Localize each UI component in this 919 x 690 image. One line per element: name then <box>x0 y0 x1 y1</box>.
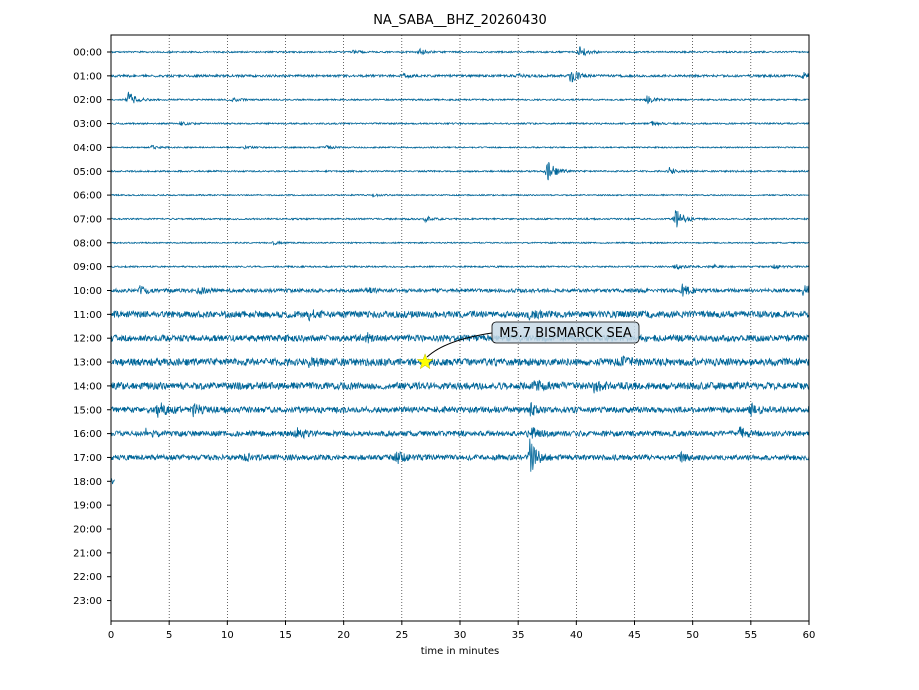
trace-0700 <box>110 210 810 228</box>
trace-1400 <box>110 379 810 394</box>
y-tick-label: 19:00 <box>73 501 102 512</box>
y-tick-label: 05:00 <box>73 167 102 178</box>
plot-area <box>111 35 809 621</box>
trace-0400 <box>110 144 810 150</box>
event-annotation: M5.7 BISMARCK SEA <box>416 321 640 370</box>
trace-1000 <box>110 283 810 297</box>
x-tick-label: 60 <box>803 630 816 641</box>
y-tick-label: 20:00 <box>73 525 102 536</box>
trace-0100 <box>110 71 810 83</box>
trace-1700 <box>110 438 810 472</box>
x-tick-label: 15 <box>279 630 292 641</box>
y-tick-label: 23:00 <box>73 596 102 607</box>
y-tick-label: 02:00 <box>73 95 102 106</box>
x-tick-label: 10 <box>221 630 234 641</box>
x-tick-label: 30 <box>454 630 467 641</box>
y-tick-label: 18:00 <box>73 477 102 488</box>
x-tick-label: 5 <box>166 630 172 641</box>
x-tick-label: 20 <box>337 630 350 641</box>
y-tick-label: 21:00 <box>73 548 102 559</box>
trace-0600 <box>110 193 810 198</box>
y-tick-label: 11:00 <box>73 310 102 321</box>
y-tick-label: 12:00 <box>73 334 102 345</box>
trace-1100 <box>110 309 810 322</box>
trace-0000 <box>110 46 810 57</box>
x-tick-label: 0 <box>108 630 114 641</box>
trace-1200 <box>110 332 810 344</box>
x-tick-label: 25 <box>395 630 408 641</box>
y-tick-label: 00:00 <box>73 48 102 59</box>
trace-0900 <box>110 263 810 271</box>
trace-0800 <box>110 240 810 246</box>
x-tick-label: 45 <box>628 630 641 641</box>
y-tick-label: 07:00 <box>73 214 102 225</box>
annotation-arrow <box>426 332 493 358</box>
y-tick-label: 06:00 <box>73 191 102 202</box>
x-tick-label: 50 <box>686 630 699 641</box>
y-tick-label: 08:00 <box>73 238 102 249</box>
event-label: M5.7 BISMARCK SEA <box>499 326 632 341</box>
x-tick-label: 40 <box>570 630 583 641</box>
y-tick-label: 03:00 <box>73 119 102 130</box>
trace-0500 <box>110 162 810 181</box>
y-tick-label: 17:00 <box>73 453 102 464</box>
y-tick-label: 09:00 <box>73 262 102 273</box>
trace-1500 <box>110 402 810 418</box>
y-tick-label: 04:00 <box>73 143 102 154</box>
trace-1300 <box>110 355 810 369</box>
y-axis-ticks: 00:00 01:00 02:00 03:00 04:00 05:00 06:00 07:00… <box>73 48 111 607</box>
x-axis-ticks: 0 5 10 15 20 25 30 35 40 45 50 55 60 <box>108 621 816 641</box>
trace-1600 <box>110 426 810 440</box>
trace-0200 <box>110 91 810 105</box>
x-tick-label: 55 <box>744 630 757 641</box>
chart-title: NA_SABA__BHZ_20260430 <box>373 13 547 28</box>
trace-0300 <box>110 120 810 127</box>
y-tick-label: 10:00 <box>73 286 102 297</box>
y-tick-label: 16:00 <box>73 429 102 440</box>
x-tick-label: 35 <box>512 630 525 641</box>
x-axis-label: time in minutes <box>421 646 500 657</box>
y-tick-label: 01:00 <box>73 71 102 82</box>
y-tick-label: 14:00 <box>73 381 102 392</box>
annotation-box <box>491 321 640 344</box>
seismic-traces <box>110 46 810 485</box>
y-tick-label: 22:00 <box>73 572 102 583</box>
y-tick-label: 13:00 <box>73 358 102 369</box>
y-tick-label: 15:00 <box>73 405 102 416</box>
event-star-icon <box>416 353 434 370</box>
trace-1800 <box>110 477 115 485</box>
